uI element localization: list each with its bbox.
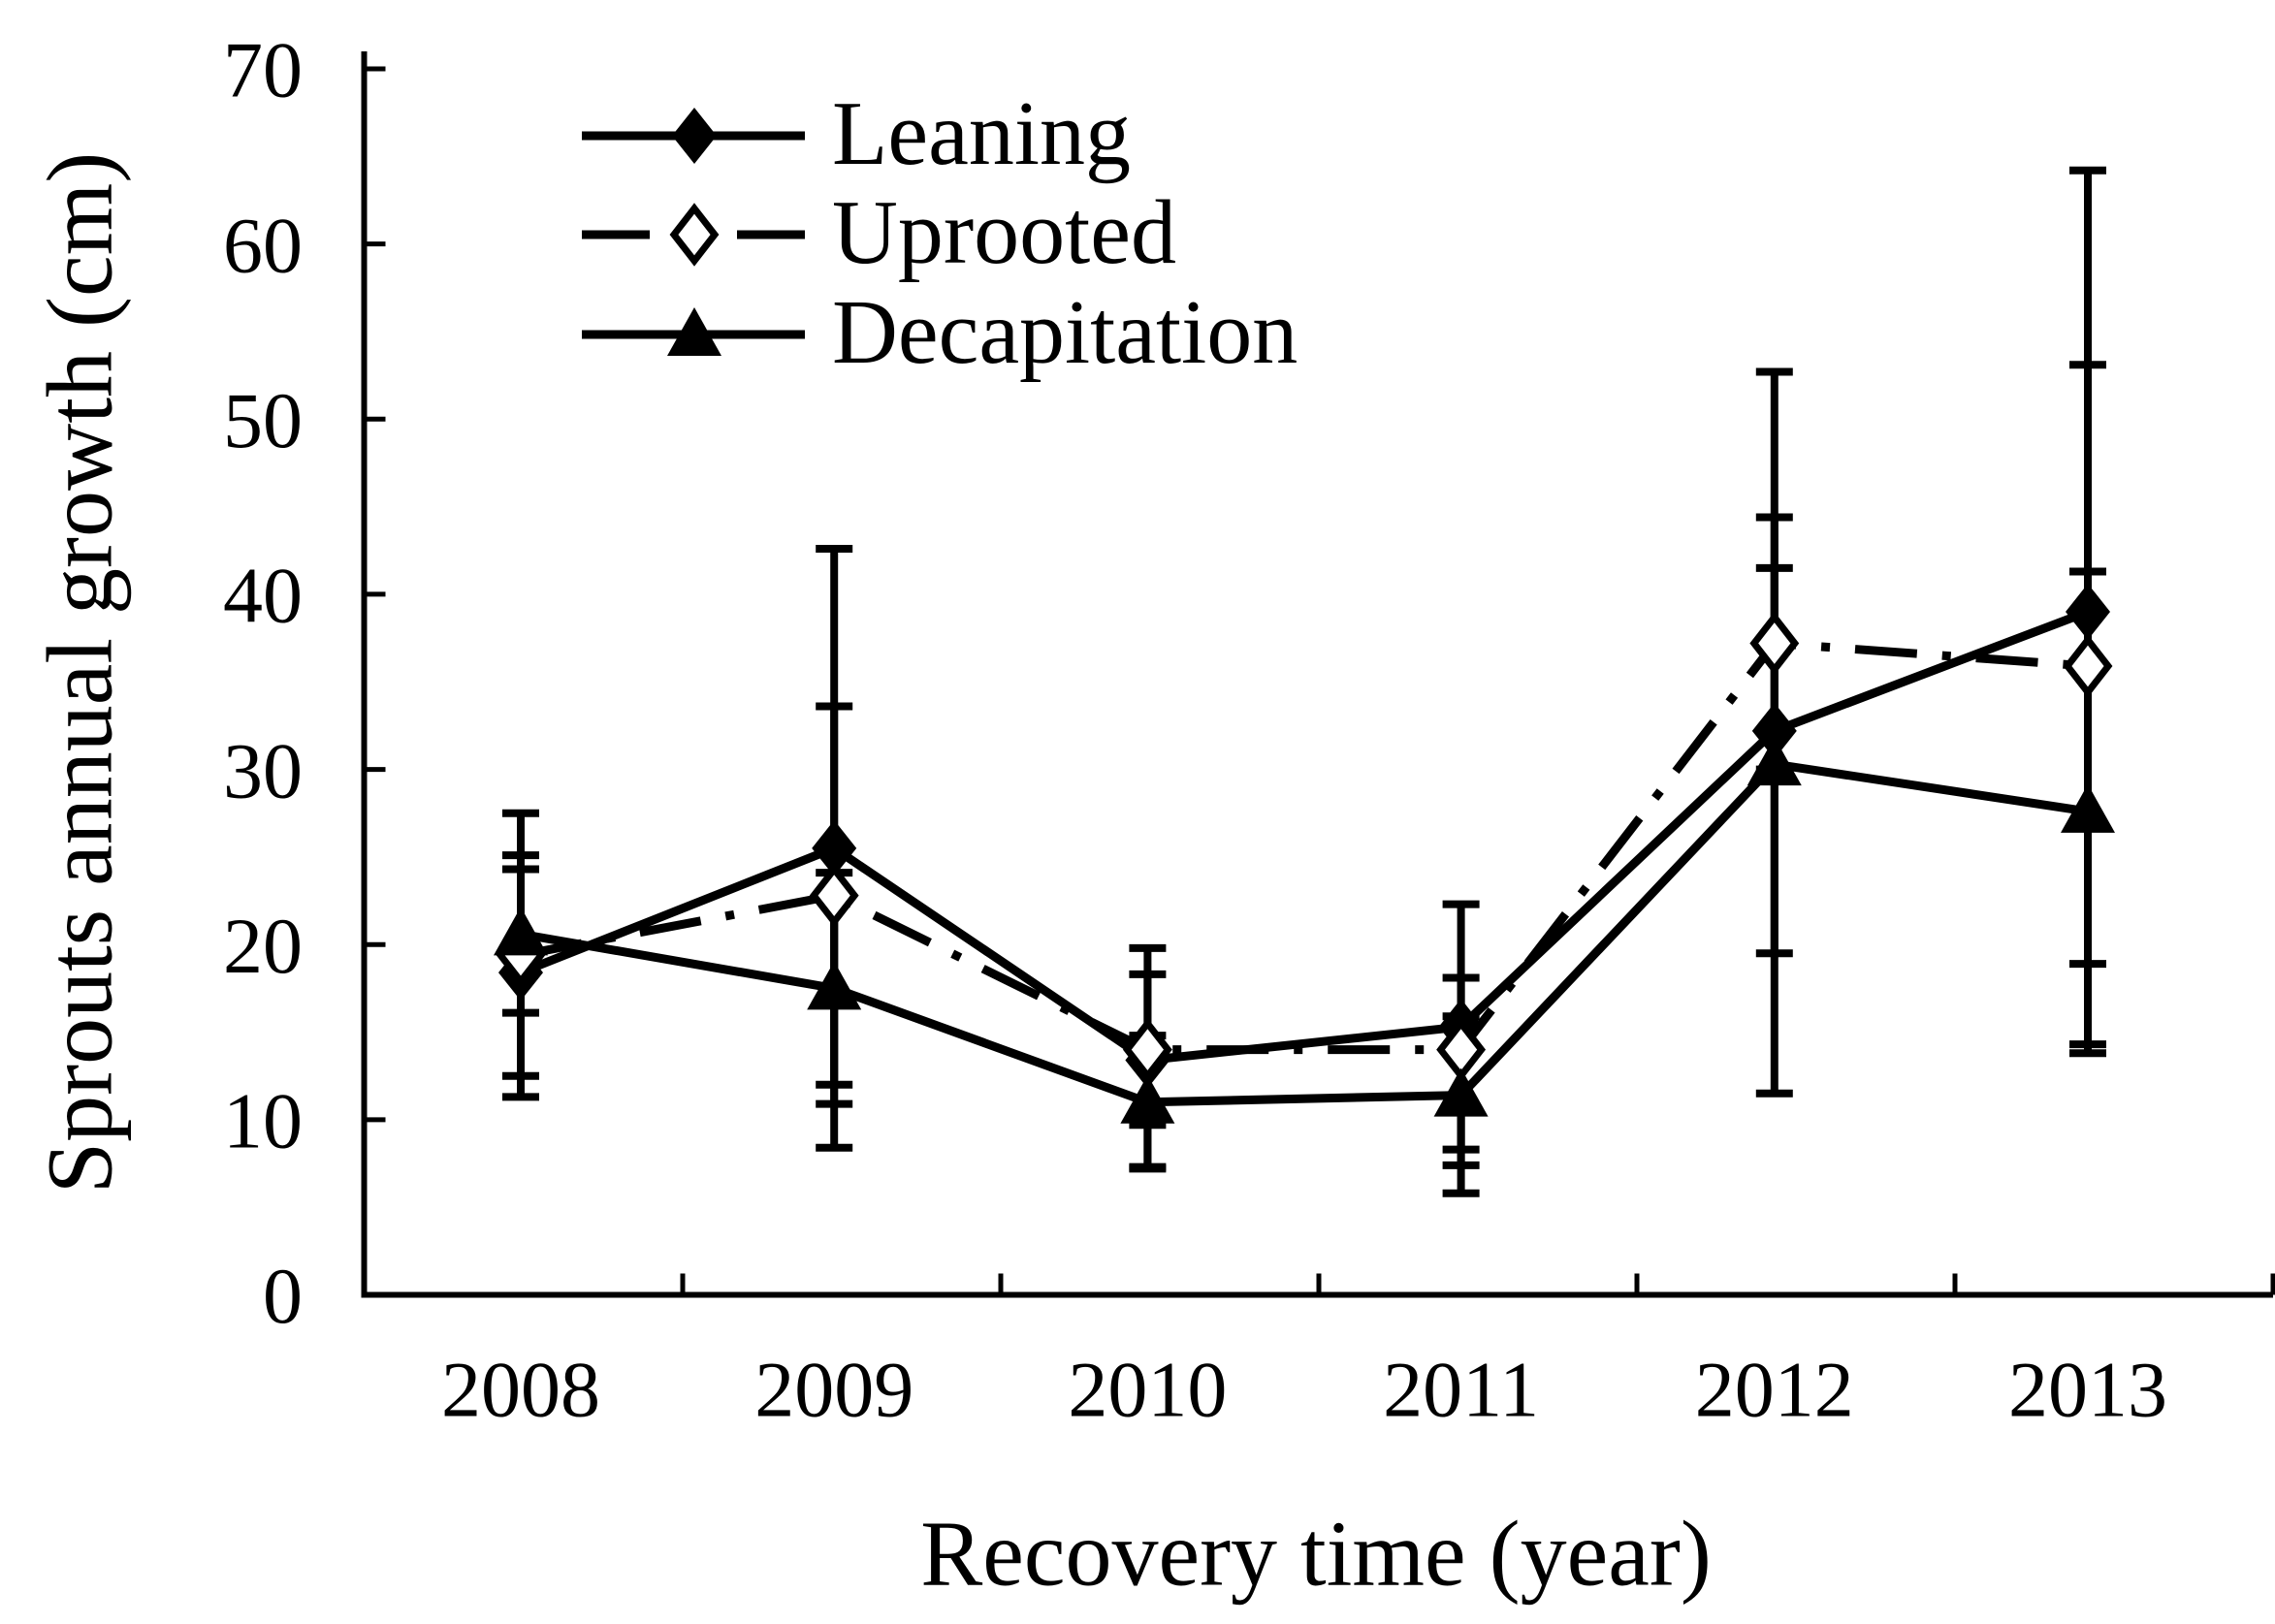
diamond-open-marker [1749, 611, 1800, 676]
x-tick-label: 2011 [1383, 1346, 1539, 1434]
series-line-leaning [519, 607, 2090, 1066]
triangle-filled-marker [1433, 1067, 1489, 1117]
y-tick-label: 60 [223, 201, 303, 289]
legend-label-decapitation: Decapitation [832, 281, 1298, 383]
diamond-open-marker [809, 863, 859, 928]
y-tick-label: 30 [223, 726, 303, 814]
x-axis-title: Recovery time (year) [920, 1501, 1712, 1606]
error-bars-leaning [502, 166, 2106, 1171]
x-axis-ticks: 2008 2009 2010 2011 2012 2013 [441, 1273, 2275, 1434]
triangle-filled-marker [494, 907, 548, 956]
x-tick-label: 2012 [1695, 1346, 1854, 1434]
markers-uprooted [496, 611, 2113, 1082]
y-axis-ticks: 0 10 20 30 40 50 60 70 [223, 26, 386, 1340]
diamond-filled-marker [672, 108, 717, 164]
line-uprooted [520, 638, 2089, 1055]
y-tick-label: 50 [223, 376, 303, 464]
diamond-filled-marker [1751, 702, 1797, 759]
y-tick-label: 70 [223, 26, 303, 114]
x-tick-label: 2009 [754, 1346, 913, 1434]
legend-sample-decapitation [582, 307, 805, 356]
legend-label-leaning: Leaning [832, 82, 1131, 184]
x-tick-label: 2008 [441, 1346, 600, 1434]
line-decapitation [520, 759, 2089, 1107]
triangle-filled-marker [1746, 737, 1802, 786]
triangle-filled-marker [1120, 1074, 1175, 1124]
series-line-uprooted [520, 638, 2089, 1055]
y-axis-title: Sprouts annual growth (cm) [27, 151, 132, 1194]
series-line-decapitation [520, 759, 2089, 1107]
x-tick-label: 2013 [2008, 1346, 2167, 1434]
x-tick-label: 2010 [1068, 1346, 1227, 1434]
legend-sample-uprooted [582, 203, 805, 267]
markers-decapitation [494, 737, 2115, 1124]
diamond-filled-marker [2066, 583, 2110, 640]
diamond-filled-marker [812, 819, 857, 876]
diamond-open-marker [669, 203, 720, 267]
legend-sample-leaning [582, 108, 805, 164]
line-leaning [519, 607, 2090, 1066]
y-tick-label: 10 [223, 1077, 303, 1165]
triangle-filled-marker [2061, 783, 2115, 833]
y-tick-label: 20 [223, 902, 303, 990]
diamond-open-marker [2063, 634, 2113, 698]
y-tick-label: 0 [263, 1252, 303, 1340]
markers-leaning [498, 583, 2110, 1089]
triangle-filled-marker [807, 961, 862, 1010]
triangle-filled-marker [667, 307, 721, 356]
legend-label-uprooted: Uprooted [832, 181, 1177, 283]
y-tick-label: 40 [223, 552, 303, 640]
